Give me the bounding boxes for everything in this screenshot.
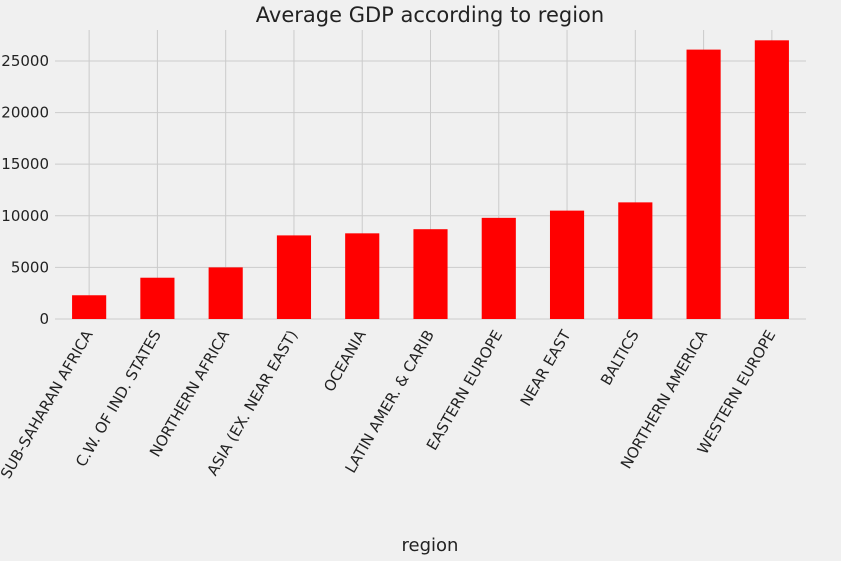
x-tick-label: OCEANIA xyxy=(320,326,370,394)
bars xyxy=(72,40,789,319)
x-tick-label: BALTICS xyxy=(597,327,643,388)
bar xyxy=(618,202,653,319)
x-axis-label: region xyxy=(402,535,459,556)
x-tick-label: NEAR EAST xyxy=(517,326,575,409)
bar xyxy=(72,295,107,319)
y-tick-label: 0 xyxy=(39,310,49,328)
bar xyxy=(686,49,721,319)
y-tick-label: 25000 xyxy=(1,52,49,70)
bar xyxy=(140,277,175,319)
bar xyxy=(754,40,789,319)
bar xyxy=(549,210,585,319)
bar xyxy=(345,233,380,319)
bar xyxy=(276,235,312,319)
y-tick-label: 5000 xyxy=(11,258,49,276)
chart-title: Average GDP according to region xyxy=(256,3,604,27)
bar xyxy=(413,229,448,319)
x-tick-label: EASTERN EUROPE xyxy=(423,327,506,453)
bar xyxy=(481,217,516,319)
y-tick-label: 20000 xyxy=(1,104,49,122)
y-tick-label: 15000 xyxy=(1,155,49,173)
y-axis-ticks: 0 5000 10000 15000 20000 25000 xyxy=(1,52,49,328)
bar xyxy=(208,267,243,319)
x-tick-label: WESTERN EUROPE xyxy=(694,327,780,457)
y-tick-label: 10000 xyxy=(1,207,49,225)
